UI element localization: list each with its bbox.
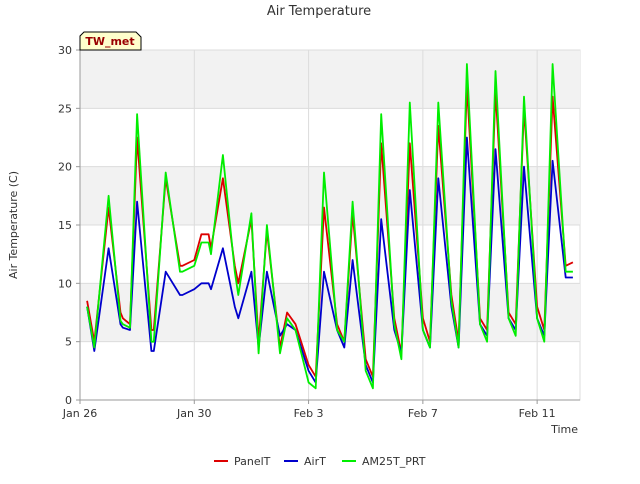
x-tick-label: Feb 7 — [408, 407, 438, 420]
x-tick-label: Feb 3 — [294, 407, 324, 420]
plot-band — [80, 50, 580, 109]
x-tick-label: Feb 11 — [519, 407, 556, 420]
y-tick-label: 5 — [65, 336, 72, 349]
y-tick-label: 0 — [65, 394, 72, 407]
x-axis-label: Time — [550, 423, 578, 436]
y-tick-label: 10 — [58, 277, 72, 290]
site-label-text: TW_met — [85, 35, 134, 48]
chart-title: Air Temperature — [267, 4, 371, 19]
legend-label: AirT — [304, 455, 326, 468]
y-tick-label: 30 — [58, 44, 72, 57]
x-axis-ticks: Jan 26 Jan 30 Feb 3 Feb 7 Feb 11 — [62, 400, 556, 420]
legend: PanelT AirT AM25T_PRT — [214, 455, 426, 468]
x-tick-label: Jan 30 — [176, 407, 211, 420]
y-tick-label: 15 — [58, 219, 72, 232]
plot-band — [80, 166, 580, 225]
y-axis-ticks: 0 5 10 15 20 25 30 — [58, 44, 80, 407]
x-tick-label: Jan 26 — [62, 407, 97, 420]
legend-label: AM25T_PRT — [362, 455, 426, 468]
site-label-badge: TW_met — [79, 31, 142, 51]
series-layer — [86, 63, 574, 390]
series-line-am25t-prt — [86, 63, 573, 390]
site-label-box — [79, 31, 142, 51]
legend-label: PanelT — [234, 455, 271, 468]
y-tick-label: 25 — [58, 102, 72, 115]
y-axis-label: Air Temperature (C) — [7, 171, 20, 279]
y-tick-label: 20 — [58, 161, 72, 174]
